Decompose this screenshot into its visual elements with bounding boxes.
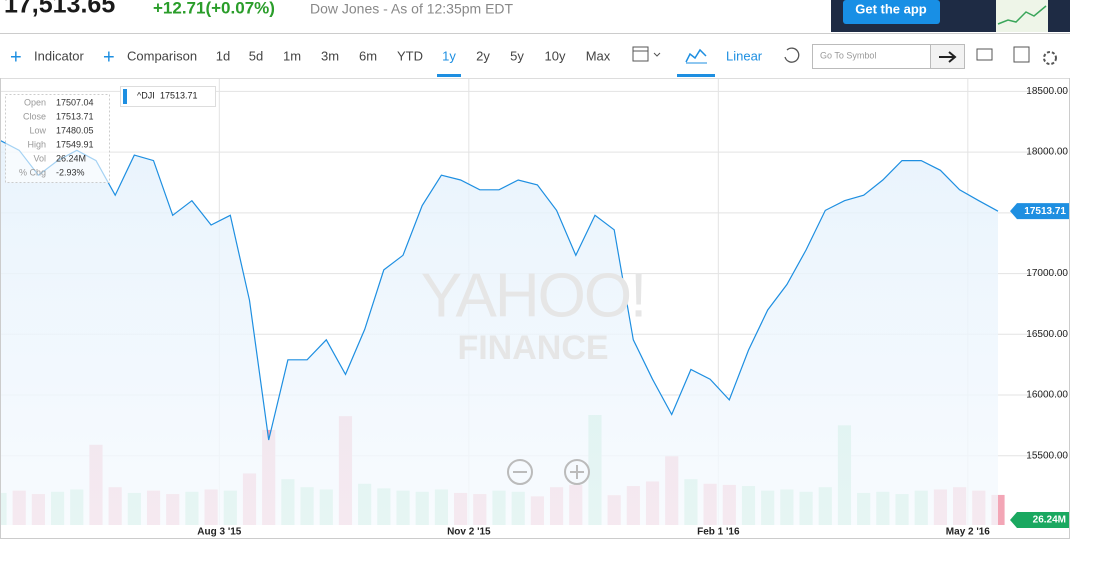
range-button[interactable]: 1m xyxy=(283,48,301,63)
tooltip-value: -2.93% xyxy=(56,167,85,177)
scale-button[interactable]: Linear xyxy=(726,48,763,63)
x-tick-label: May 2 '16 xyxy=(946,527,991,538)
y-tick-label: 18500.00 xyxy=(1026,86,1068,97)
zoom-in[interactable] xyxy=(564,459,590,485)
y-tick-label: 15500.00 xyxy=(1026,450,1068,461)
y-tick-label: 16500.00 xyxy=(1026,329,1068,340)
price-line xyxy=(0,139,999,441)
chart-type-underline xyxy=(677,74,715,77)
app-button[interactable] xyxy=(843,0,940,24)
popout-icon[interactable] xyxy=(1013,46,1030,63)
tooltip-value: 17507.04 xyxy=(56,97,94,107)
plus-icon[interactable]: + xyxy=(10,46,22,68)
tooltip-value: 17480.05 xyxy=(56,125,94,135)
tooltip-label: Low xyxy=(29,125,46,135)
range-button[interactable]: 1d xyxy=(216,48,230,63)
tooltip-label: High xyxy=(27,139,46,149)
legend-box xyxy=(120,86,216,107)
volume-flag xyxy=(1010,512,1069,528)
thumb-line xyxy=(997,5,1047,25)
watermark: FINANCE xyxy=(457,329,608,367)
range-button[interactable]: YTD xyxy=(397,48,423,63)
watermark: YAHOO! xyxy=(421,261,646,330)
range-button[interactable]: 5d xyxy=(249,48,263,63)
last-price-label: 17513.71 xyxy=(1024,206,1066,217)
legend-value: 17513.71 xyxy=(160,90,198,100)
app-button-label[interactable]: Get the app xyxy=(855,1,927,16)
symbol-placeholder[interactable]: Go To Symbol xyxy=(820,50,876,60)
tooltip: Open 17507.04 Close 17513.71 Low 17480.05 High… xyxy=(5,94,110,183)
area xyxy=(0,140,998,526)
x-tick-label: Aug 3 '15 xyxy=(197,527,241,538)
print-icon[interactable] xyxy=(976,48,993,61)
range-button[interactable]: 2y xyxy=(476,48,490,63)
tooltip-label: % Chg xyxy=(19,167,46,177)
zoom-out[interactable] xyxy=(507,459,533,485)
tooltip-label: Vol xyxy=(33,153,46,163)
range-underline xyxy=(437,74,461,77)
last-price-flag xyxy=(1010,203,1069,220)
y-tick-label: 18000.00 xyxy=(1026,147,1068,158)
go-arrow xyxy=(939,51,957,63)
range-button[interactable]: 10y xyxy=(545,48,566,63)
tooltip-label: Open xyxy=(24,97,46,107)
legend-name: ^DJI xyxy=(137,90,155,100)
dropdown-caret xyxy=(653,52,661,57)
tooltip-label: Close xyxy=(23,111,46,121)
plot: 15500.0016000.0016500.0017000.0017500.00… xyxy=(0,78,1069,538)
chart-type-icon[interactable] xyxy=(685,48,707,63)
tooltip-value: 17513.71 xyxy=(56,111,94,121)
source: Dow Jones - As of 12:35pm EDT xyxy=(310,1,514,17)
x-tick-label: Nov 2 '15 xyxy=(447,527,491,538)
toolbar: + Indicator + Comparison 1d 5d 1m 3m 6m YTD 1y… xyxy=(10,44,1057,77)
tooltip-box xyxy=(5,94,110,183)
indicator-button[interactable]: Indicator xyxy=(34,48,85,63)
range-button[interactable]: 1y xyxy=(442,48,456,63)
range-button[interactable]: Max xyxy=(586,48,611,63)
zoom-in-sign xyxy=(570,465,584,479)
volume-flag-label: 26.24M xyxy=(1033,515,1066,526)
calendar-icon[interactable] xyxy=(632,46,649,62)
y-tick-label: 16000.00 xyxy=(1026,390,1068,401)
range-button[interactable]: 3m xyxy=(321,48,339,63)
x-tick-label: Feb 1 '16 xyxy=(697,527,740,538)
plus-icon[interactable]: + xyxy=(103,46,115,68)
reset-icon[interactable] xyxy=(784,47,800,63)
range-button[interactable]: 5y xyxy=(510,48,524,63)
range-button[interactable]: 6m xyxy=(359,48,377,63)
settings-icon[interactable] xyxy=(1043,51,1057,65)
change: +12.71(+0.07%) xyxy=(153,0,275,17)
tooltip-value: 17549.91 xyxy=(56,139,94,149)
tooltip-value: 26.24M xyxy=(56,153,86,163)
price: 17,513.65 xyxy=(4,0,115,19)
y-tick-label: 17000.00 xyxy=(1026,268,1068,279)
legend-swatch xyxy=(123,89,127,104)
comparison-button[interactable]: Comparison xyxy=(127,48,197,63)
